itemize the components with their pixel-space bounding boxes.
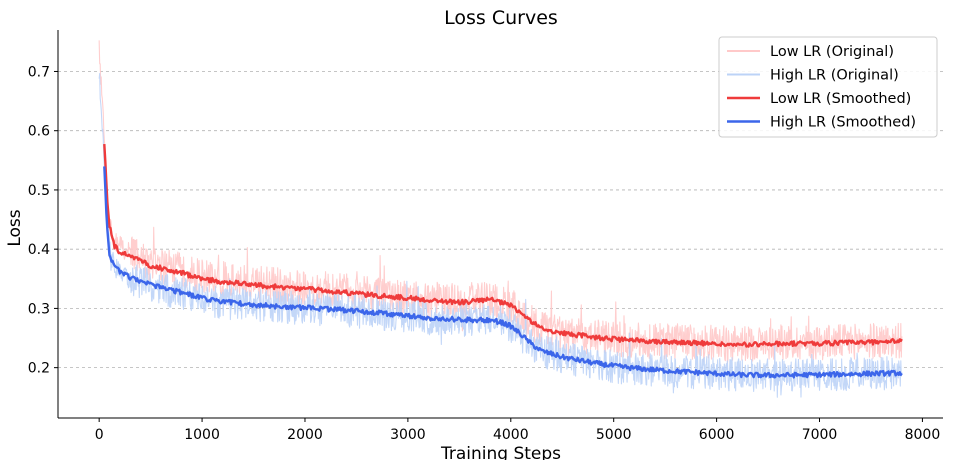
x-tick-label: 5000 — [596, 427, 632, 443]
x-tick-label: 0 — [95, 427, 104, 443]
legend-label: High LR (Original) — [770, 68, 899, 84]
x-axis-label: Training Steps — [440, 444, 561, 460]
x-tick-label: 2000 — [287, 427, 323, 443]
x-tick-label: 4000 — [493, 427, 529, 443]
legend-frame — [718, 36, 938, 138]
smoothed-series-layer — [103, 144, 903, 379]
y-tick-label: 0.7 — [28, 64, 50, 80]
y-tick-label: 0.4 — [28, 242, 50, 258]
tick-labels: 0.2 0.3 0.4 0.5 0.6 0.7 0 1000 2000 3000 4000 5000 6… — [28, 64, 941, 443]
series-line-raw-1 — [98, 73, 903, 398]
legend: Low LR (Original) High LR (Original) Low L… — [718, 36, 938, 138]
x-tick-label: 6000 — [699, 427, 735, 443]
legend-label: Low LR (Smoothed) — [770, 91, 911, 107]
x-tick-label: 1000 — [184, 427, 220, 443]
axes — [54, 30, 943, 422]
legend-items: Low LR (Original) High LR (Original) Low L… — [727, 44, 916, 131]
x-tick-label: 8000 — [905, 427, 941, 443]
y-tick-label: 0.3 — [28, 301, 50, 317]
y-tick-label: 0.2 — [28, 361, 50, 377]
series-line-smoothed-3 — [103, 166, 903, 379]
legend-label: Low LR (Original) — [770, 44, 894, 60]
series-line-smoothed-2 — [103, 144, 903, 348]
x-tick-label: 7000 — [802, 427, 838, 443]
chart-title: Loss Curves — [444, 7, 558, 29]
y-tick-label: 0.6 — [28, 124, 50, 140]
y-tick-label: 0.5 — [28, 183, 50, 199]
y-axis-label: Loss — [5, 209, 25, 246]
x-tick-label: 3000 — [390, 427, 426, 443]
legend-label: High LR (Smoothed) — [770, 115, 916, 131]
